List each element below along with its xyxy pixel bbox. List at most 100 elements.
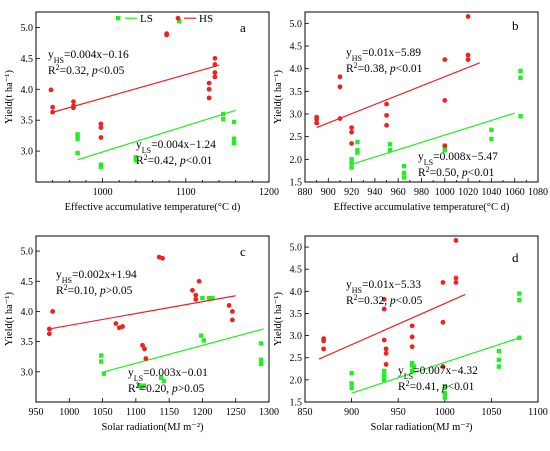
hs-point xyxy=(384,112,389,118)
hs-fit-line xyxy=(316,62,480,129)
ls-point xyxy=(442,390,447,396)
hs-eq-y: y xyxy=(346,47,352,59)
ls-point xyxy=(349,157,354,162)
ls-point xyxy=(387,148,393,153)
hs-eq-rest: =0.01x−5.89 xyxy=(362,47,421,59)
x-tick-label: 940 xyxy=(367,187,382,198)
hs-p-val: <0.05 xyxy=(396,295,423,307)
ls-point xyxy=(99,359,104,364)
x-tick-label: 900 xyxy=(344,407,359,418)
ls-point xyxy=(401,175,407,180)
ls-point xyxy=(136,382,142,388)
ls-point xyxy=(349,385,354,391)
hs-eq-rest: =0.004x−0.16 xyxy=(64,49,129,61)
hs-p-val: >0.05 xyxy=(106,285,133,297)
ls-point xyxy=(382,377,387,383)
y-tick-label: 4.5 xyxy=(21,54,34,65)
hs-fit-line xyxy=(49,295,236,330)
ls-eq-y: y xyxy=(398,365,404,377)
y-tick-label: 5.0 xyxy=(290,19,303,30)
ls-p-val: <0.01 xyxy=(448,381,475,393)
x-tick-label: 1100 xyxy=(126,407,146,418)
hs-r2-r: R xyxy=(346,63,354,75)
ls-point xyxy=(349,160,354,166)
ls-p-val: <0.01 xyxy=(468,167,495,179)
ls-point xyxy=(349,165,354,170)
ls-eq-y: y xyxy=(136,139,142,151)
hs-point xyxy=(98,135,104,140)
x-tick-label: 950 xyxy=(391,407,406,418)
hs-point xyxy=(160,255,165,261)
ls-fit-line xyxy=(351,337,520,394)
x-tick-label: 1040 xyxy=(481,187,501,198)
hs-point xyxy=(383,361,389,367)
ls-point xyxy=(411,364,417,369)
hs-point xyxy=(409,323,415,329)
x-tick-label: 1050 xyxy=(93,407,113,418)
hs-point xyxy=(229,317,235,323)
x-tick-label: 960 xyxy=(391,187,406,198)
hs-fit-line xyxy=(50,64,220,114)
x-tick-label: 1050 xyxy=(481,407,501,418)
ls-point xyxy=(355,139,360,145)
ls-point xyxy=(99,353,104,358)
x-tick-label: 1100 xyxy=(176,187,196,198)
ls-r2-r: R xyxy=(136,155,144,167)
ls-fit-line xyxy=(103,328,264,373)
x-axis-label: Solar radiation(MJ m⁻²) xyxy=(370,422,473,433)
legend-hs-label: HS xyxy=(199,13,213,25)
x-tick-label: 1250 xyxy=(226,407,246,418)
x-tick-label: 1000 xyxy=(435,407,455,418)
x-axis-label: Effective accumulative temperature(°C d) xyxy=(65,202,241,213)
hs-eq-sub: HS xyxy=(54,56,64,65)
x-axis-label: Effective accumulative temperature(°C d) xyxy=(334,202,510,213)
y-tick-label: 3.5 xyxy=(21,116,34,127)
ls-point xyxy=(75,136,80,141)
x-tick-label: 950 xyxy=(29,407,44,418)
panel-b: 880 900 920 940 960 980 1000 1020 1040 1060 1080 1.… xyxy=(273,11,548,213)
ls-point xyxy=(496,364,502,369)
hs-r2-val: =0.32, xyxy=(358,295,390,307)
hs-point xyxy=(337,116,343,121)
hs-point xyxy=(440,364,446,369)
hs-r2-sup: 2 xyxy=(354,293,358,302)
ls-point xyxy=(489,136,494,142)
x-tick-label: 1000 xyxy=(93,187,113,198)
hs-point xyxy=(113,321,119,326)
hs-r2: R2=0.10, p>0.05 xyxy=(56,283,133,298)
ls-point xyxy=(98,164,104,170)
ls-point xyxy=(231,140,237,146)
hs-p: p xyxy=(389,295,396,307)
hs-point xyxy=(48,87,54,93)
ls-eq-rest: =0.007x−4.32 xyxy=(413,365,478,377)
y-tick-label: 4.0 xyxy=(21,85,34,96)
y-tick-label: 4.0 xyxy=(290,287,303,298)
hs-point xyxy=(142,346,147,352)
ls-eq-rest: =0.008x−5.47 xyxy=(433,151,498,163)
y-tick-label: 4.0 xyxy=(21,307,34,318)
ls-eq-sub: LS xyxy=(404,372,413,381)
hs-point xyxy=(206,80,212,86)
hs-point xyxy=(453,238,459,243)
hs-r2-val: =0.38, xyxy=(358,63,390,75)
hs-point xyxy=(212,62,218,67)
hs-p: p xyxy=(389,63,396,75)
y-tick-label: 5.0 xyxy=(290,243,303,254)
y-tick-label: 3.0 xyxy=(21,367,34,378)
x-tick-label: 1300 xyxy=(259,407,279,418)
hs-point xyxy=(190,287,195,293)
ls-point xyxy=(198,333,204,338)
hs-point xyxy=(453,275,459,281)
panel-letter: b xyxy=(512,18,519,33)
ls-r2: R2=0.41, p<0.01 xyxy=(398,379,475,394)
y-tick-label: 2.0 xyxy=(290,375,303,386)
y-tick-label: 3.5 xyxy=(21,337,34,348)
hs-p-val: <0.05 xyxy=(98,65,125,77)
x-tick-label: 1080 xyxy=(528,187,548,198)
hs-point xyxy=(98,121,104,127)
ls-point xyxy=(158,375,164,381)
hs-point xyxy=(46,331,52,337)
y-axis-label: Yield(t ha⁻¹) xyxy=(273,292,284,346)
hs-point xyxy=(46,326,52,332)
ls-r2-sup: 2 xyxy=(426,165,430,174)
